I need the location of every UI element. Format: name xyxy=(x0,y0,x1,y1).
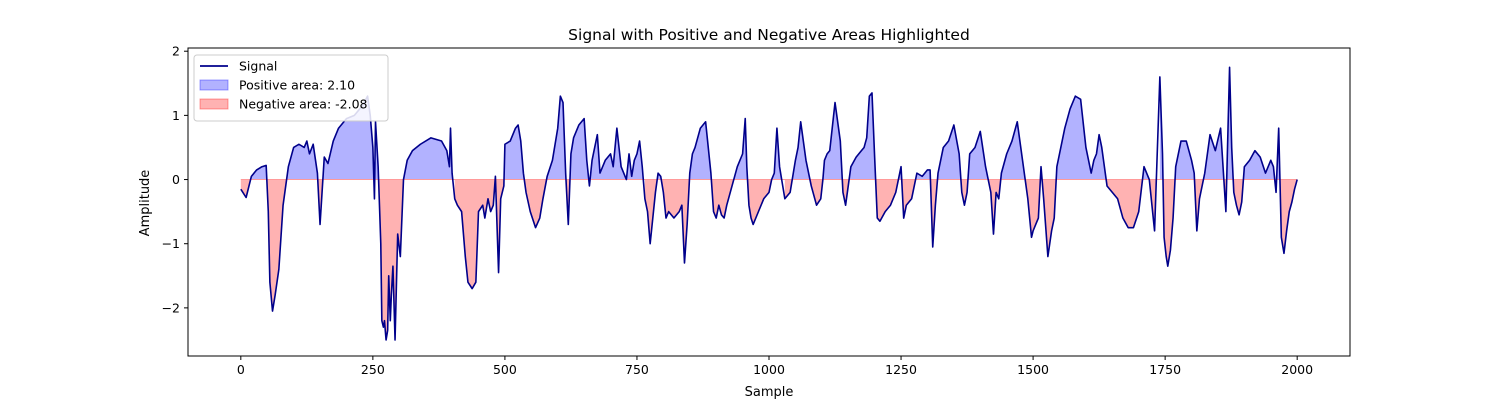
x-tick-label: 500 xyxy=(493,362,517,377)
y-axis-label: Amplitude xyxy=(138,170,153,237)
x-tick-label: 750 xyxy=(625,362,649,377)
y-tick-label: 0 xyxy=(172,172,180,187)
legend-box xyxy=(193,54,389,122)
legend: Signal Positive area: 2.10 Negative area: … xyxy=(193,54,389,122)
x-tick-label: 1500 xyxy=(1017,362,1049,377)
x-axis: 0 250 500 750 1000 1250 1500 1750 2000 xyxy=(237,356,1313,377)
y-tick-label: −2 xyxy=(162,300,180,315)
legend-swatch-positive xyxy=(199,79,229,91)
x-tick-label: 1000 xyxy=(753,362,785,377)
signal-line xyxy=(240,66,1298,341)
plot-area xyxy=(240,66,1298,341)
chart-title: Signal with Positive and Negative Areas … xyxy=(568,26,970,44)
legend-label: Positive area: 2.10 xyxy=(239,78,355,93)
x-tick-label: 1750 xyxy=(1149,362,1181,377)
x-tick-label: 2000 xyxy=(1281,362,1313,377)
x-tick-label: 250 xyxy=(361,362,385,377)
negative-area-fill xyxy=(240,179,1298,340)
legend-label: Signal xyxy=(239,59,277,74)
y-axis: −2 −1 0 1 2 xyxy=(162,44,188,315)
x-tick-label: 1250 xyxy=(885,362,917,377)
legend-label: Negative area: -2.08 xyxy=(239,97,368,112)
x-axis-label: Sample xyxy=(745,385,794,400)
legend-swatch-negative xyxy=(199,98,229,110)
y-tick-label: −1 xyxy=(162,236,180,251)
y-tick-label: 1 xyxy=(172,108,180,123)
x-tick-label: 0 xyxy=(237,362,245,377)
y-tick-label: 2 xyxy=(172,44,180,59)
positive-area-fill xyxy=(250,67,1298,180)
